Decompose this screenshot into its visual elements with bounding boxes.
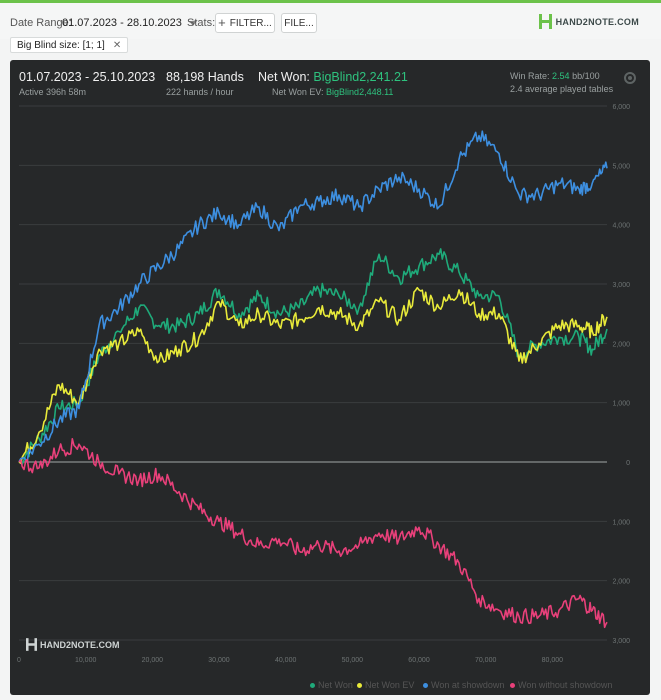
series-line-won-at-showdown — [18, 130, 608, 463]
legend-label: Won at showdown — [431, 680, 505, 690]
close-icon[interactable]: ✕ — [112, 39, 122, 51]
x-tick-label: 0 — [17, 657, 21, 664]
x-tick-label: 30,000 — [208, 657, 230, 664]
gear-icon[interactable] — [624, 72, 636, 84]
y-tick-label: 2,000 — [612, 579, 630, 586]
brand-logo: HAND2NOTE.COM — [538, 14, 639, 29]
stats-label: Stats: — [187, 17, 216, 29]
x-tick-label: 50,000 — [342, 657, 364, 664]
tables-text: 2.4 average played tables — [510, 84, 614, 94]
x-tick-label: 10,000 — [75, 657, 97, 664]
y-tick-label: 5,000 — [612, 163, 630, 170]
y-tick-label: 3,000 — [612, 282, 630, 289]
y-tick-label: 2,000 — [612, 341, 630, 348]
filter-chip[interactable]: Big Blind size: [1; 1] ✕ — [10, 37, 129, 53]
legend-net-won-ev[interactable]: Net Won EV — [357, 680, 414, 690]
legend-label: Net Won — [318, 680, 353, 690]
x-tick-label: 60,000 — [408, 657, 430, 664]
filter-chip-label: Big Blind size: [1; 1] — [17, 39, 105, 51]
net-won-label: Net Won: — [258, 70, 310, 84]
filter-button[interactable]: + FILTER... — [215, 13, 275, 33]
legend-label: Won without showdown — [518, 680, 613, 690]
y-tick-label: 4,000 — [612, 223, 630, 230]
legend-dot-net-won-ev — [357, 682, 362, 688]
net-won-ev-value: BigBlind2,448.11 — [326, 87, 394, 97]
watermark: HAND2NOTE.COM — [26, 638, 120, 651]
hands-per-hour: 222 hands / hour — [166, 87, 234, 97]
hands-count: 88,198 Hands — [166, 70, 244, 84]
y-tick-label: 6,000 — [612, 104, 630, 111]
net-won-ev-summary: Net Won EV: BigBlind2,448.11 — [272, 87, 393, 97]
y-tick-label: 1,000 — [612, 519, 630, 526]
y-tick-label: 1,000 — [612, 401, 630, 408]
file-button[interactable]: FILE... — [281, 13, 317, 33]
legend-won-at-showdown[interactable]: Won at showdown — [423, 680, 504, 690]
active-time-text: Active 396h 58m — [19, 87, 87, 97]
series-line-won-without-showdown — [18, 437, 608, 629]
net-won-value: BigBlind2,241.21 — [313, 70, 408, 84]
x-tick-label: 40,000 — [275, 657, 297, 664]
toolbar: Date Range: 01.07.2023 - 28.10.2023 Stat… — [0, 3, 661, 39]
legend-dot-won-without-showdown — [510, 682, 515, 688]
series-line-net-won-ev — [18, 286, 608, 465]
brand-logo-text: HAND2NOTE.COM — [555, 16, 639, 27]
period-text: 01.07.2023 - 25.10.2023 — [19, 70, 156, 84]
x-tick-label: 80,000 — [542, 657, 564, 664]
legend-won-without-showdown[interactable]: Won without showdown — [510, 680, 612, 690]
file-button-label: FILE... — [284, 17, 314, 29]
y-axis-ticks: 6,000 5,000 4,000 3,000 2,000 1,000 0 1,000 2,00… — [612, 104, 630, 645]
win-rate-label: Win Rate: — [510, 71, 550, 81]
profit-graph: 6,000 5,000 4,000 3,000 2,000 1,000 0 1,000 2,00… — [17, 104, 630, 664]
x-tick-label: 70,000 — [475, 657, 497, 664]
graph-panel: 01.07.2023 - 25.10.2023 Active 396h 58m … — [10, 60, 650, 695]
win-rate: Win Rate: 2.54 bb/100 — [510, 71, 600, 81]
legend-dot-net-won — [310, 682, 315, 688]
win-rate-unit: bb/100 — [572, 71, 600, 81]
date-range-select[interactable]: 01.07.2023 - 28.10.2023 — [62, 15, 197, 31]
x-axis-ticks: 0 10,000 20,000 30,000 40,000 50,000 60,000 70,… — [17, 657, 563, 664]
net-won-ev-label: Net Won EV: — [272, 87, 324, 97]
net-won-summary: Net Won: BigBlind2,241.21 — [258, 70, 408, 84]
top-accent-bar — [0, 0, 661, 3]
legend-label: Net Won EV — [365, 680, 415, 690]
series-lines — [18, 130, 608, 629]
legend-net-won[interactable]: Net Won — [310, 680, 353, 690]
win-rate-value: 2.54 — [552, 71, 570, 81]
series-line-net-won — [18, 248, 608, 465]
watermark-text: HAND2NOTE.COM — [40, 639, 120, 650]
hand2note-watermark-icon — [26, 638, 37, 651]
hand2note-logo-icon — [538, 14, 552, 29]
plus-icon: + — [218, 15, 226, 30]
grid-lines — [19, 105, 607, 641]
legend-dot-won-at-showdown — [423, 682, 428, 688]
date-range-label: Date Range: — [10, 17, 72, 29]
chevron-down-icon — [188, 20, 197, 26]
x-tick-label: 20,000 — [142, 657, 164, 664]
y-tick-label: 3,000 — [612, 638, 630, 645]
y-tick-label: 0 — [626, 460, 630, 467]
filter-button-label: FILTER... — [229, 17, 272, 29]
date-range-value: 01.07.2023 - 28.10.2023 — [62, 17, 182, 29]
